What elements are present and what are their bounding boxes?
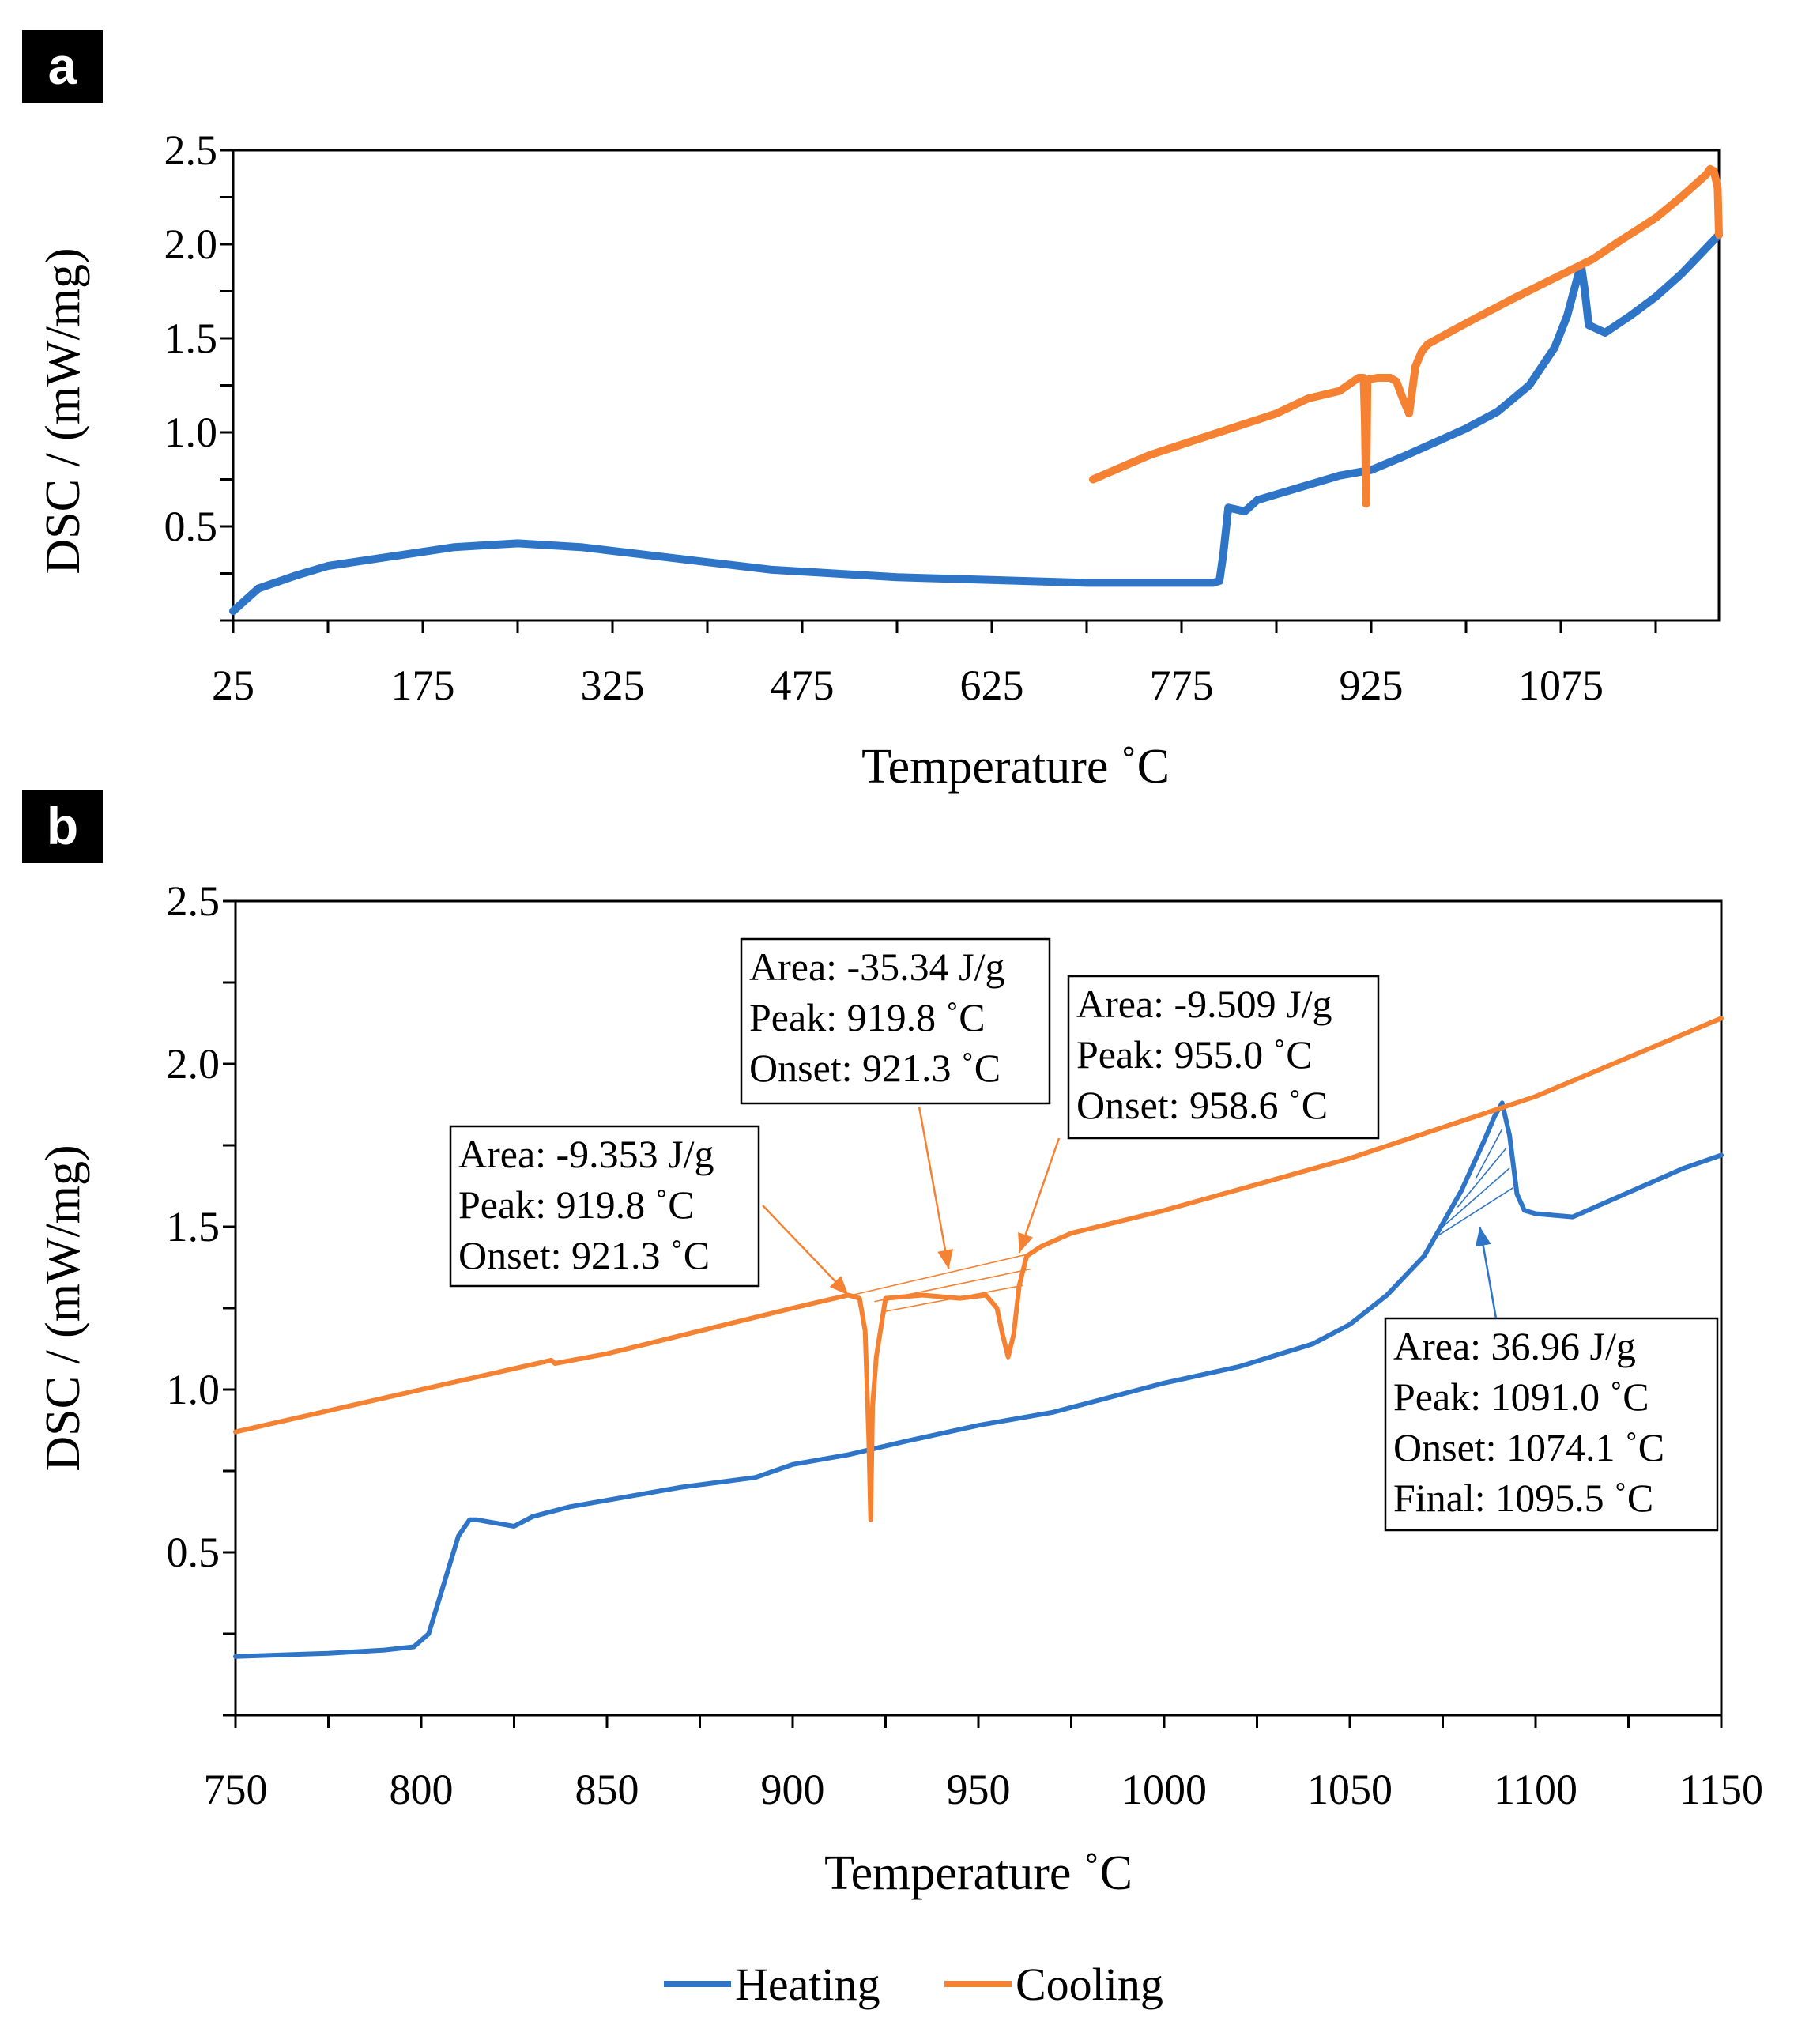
legend-label-cooling: Cooling [1016, 1959, 1163, 2010]
panel-b-letter: b [47, 797, 78, 855]
panel-a-y-axis-title: DSC / (mW/mg) [36, 247, 90, 574]
panel-b-x-tick-label: 850 [575, 1766, 639, 1813]
annotation-text: Peak: 955.0 ˚C [1076, 1032, 1313, 1077]
annotation-box [1384, 1317, 1719, 1532]
panel-a-x-tick-label: 175 [391, 662, 455, 709]
panel-a-cooling-series [1089, 164, 1723, 508]
panel-a-x-tick-label: 25 [212, 662, 254, 709]
annotation-text: Peak: 919.8 ˚C [458, 1182, 695, 1227]
annotation-text: Onset: 958.6 ˚C [1076, 1083, 1328, 1127]
annotation-text: Area: -9.509 J/g [1076, 982, 1332, 1026]
annotation-text: Onset: 921.3 ˚C [458, 1233, 710, 1277]
panel-b-y-tick-label: 1.5 [167, 1203, 220, 1250]
annotation-arrowhead [937, 1249, 953, 1269]
panel-b-x-tick-label: 1150 [1679, 1766, 1763, 1813]
panel-b-label: b [22, 790, 103, 863]
annotation-text: Final: 1095.5 ˚C [1393, 1476, 1653, 1520]
annotation-text: Onset: 1074.1 ˚C [1393, 1425, 1664, 1469]
panel-b-annotation-1: Area: -9.353 J/g Peak: 919.8 ˚C Onset: 921… [449, 1125, 850, 1296]
panel-b-y-axis-title: DSC / (mW/mg) [36, 1145, 90, 1471]
panel-b-integration-line [885, 1284, 1023, 1312]
panel-b-chart: 0.5 1.0 1.5 2.0 2.5 750 800 850 900 950 1000 1050 11… [36, 877, 1763, 1900]
panel-a-y-tick-label: 2.0 [164, 221, 218, 268]
panel-a-y-tick-label: 0.5 [164, 503, 218, 550]
annotation-text: Onset: 921.3 ˚C [749, 1046, 1001, 1090]
panel-b-y-tick-label: 0.5 [167, 1529, 220, 1576]
annotation-box [740, 937, 1051, 1105]
panel-a-x-tick-label: 1075 [1518, 662, 1604, 709]
panel-a-x-tick-label: 475 [771, 662, 835, 709]
panel-a-chart: 0.51.01.52.02.525 175 325 475 625 775 925 1075 … [36, 126, 1723, 794]
annotation-box [1067, 975, 1380, 1140]
panel-b-y-tick-label: 2.5 [167, 877, 220, 925]
panel-b-y-tick-label: 1.0 [167, 1366, 220, 1413]
panel-b-integration-line [1476, 1129, 1503, 1179]
panel-a-heating-series [229, 231, 1723, 616]
annotation-arrowhead [829, 1276, 849, 1295]
panel-b-x-tick-label: 800 [390, 1766, 454, 1813]
annotation-text: Area: -35.34 J/g [749, 945, 1005, 989]
annotation-box [449, 1125, 760, 1288]
panel-b-x-tick-label: 950 [947, 1766, 1011, 1813]
panel-b-x-axis-title: Temperature ˚C [824, 1846, 1133, 1900]
panel-a-y-tick-label: 1.5 [164, 315, 218, 362]
panel-b-x-tick-label: 750 [204, 1766, 268, 1813]
panel-a-x-tick-label: 625 [960, 662, 1024, 709]
panel-a-y-tick-label: 2.5 [164, 126, 218, 174]
panel-b-heating-series [233, 1100, 1724, 1659]
annotation-arrow [1018, 1137, 1061, 1254]
legend-label-heating: Heating [735, 1959, 880, 2010]
panel-a-x-tick-label: 775 [1150, 662, 1214, 709]
panel-b-integration-line [1442, 1167, 1510, 1228]
legend: Heating Cooling [664, 1959, 1163, 2010]
panel-b-x-tick-label: 1000 [1121, 1766, 1207, 1813]
panel-b-cooling-series [233, 1016, 1724, 1522]
annotation-text: Area: 36.96 J/g [1393, 1324, 1636, 1368]
panel-b-integration-line [852, 1252, 1035, 1296]
panel-a-label: a [22, 30, 103, 103]
panel-a-x-axis-title: Temperature ˚C [861, 740, 1170, 794]
panel-b-integration-line [874, 1268, 1031, 1303]
panel-b-y-tick-label: 2.0 [167, 1040, 220, 1088]
panel-b-x-tick-label: 1100 [1494, 1766, 1577, 1813]
annotation-arrowhead [1475, 1227, 1491, 1247]
annotation-arrowhead [1018, 1232, 1034, 1253]
annotation-text: Area: -9.353 J/g [458, 1132, 714, 1176]
panel-b-x-tick-label: 1050 [1307, 1766, 1393, 1813]
annotation-arrow [762, 1205, 850, 1296]
panel-b-annotation-3: Area: -9.509 J/g Peak: 955.0 ˚C Onset: 958… [1018, 975, 1380, 1254]
annotation-text: Peak: 1091.0 ˚C [1393, 1375, 1649, 1419]
panel-b-integration-line [1457, 1148, 1507, 1208]
panel-b-integration-line [1430, 1186, 1514, 1241]
panel-b-annotation-4: Area: 36.96 J/g Peak: 1091.0 ˚C Onset: 107… [1384, 1226, 1719, 1532]
panel-a-letter: a [48, 36, 78, 95]
panel-a-y-tick-label: 1.0 [164, 409, 218, 456]
panel-a-x-tick-label: 925 [1340, 662, 1404, 709]
panel-a-x-tick-label: 325 [581, 662, 645, 709]
annotation-arrow [918, 1106, 950, 1269]
panel-b-x-tick-label: 900 [761, 1766, 825, 1813]
panel-b-annotation-2: Area: -35.34 J/g Peak: 919.8 ˚C Onset: 921… [740, 937, 1051, 1269]
annotation-text: Peak: 919.8 ˚C [749, 995, 986, 1039]
